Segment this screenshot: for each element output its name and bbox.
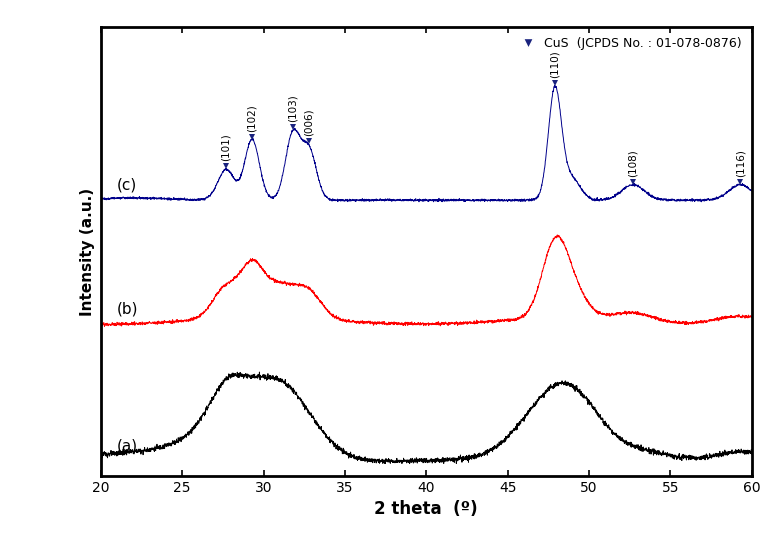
Text: (006): (006) (304, 109, 314, 136)
Text: (a): (a) (117, 439, 138, 454)
Text: (110): (110) (549, 50, 560, 78)
Text: (b): (b) (117, 302, 139, 317)
Text: (101): (101) (221, 133, 231, 161)
X-axis label: 2 theta  (º): 2 theta (º) (374, 501, 478, 519)
Legend: CuS  (JCPDS No. : 01-078-0876): CuS (JCPDS No. : 01-078-0876) (512, 33, 746, 54)
Text: (102): (102) (247, 104, 257, 132)
Text: (108): (108) (628, 150, 638, 177)
Text: (116): (116) (735, 149, 746, 177)
Text: (c): (c) (117, 177, 137, 193)
Text: (103): (103) (288, 94, 298, 122)
Y-axis label: Intensity (a.u.): Intensity (a.u.) (80, 188, 95, 316)
